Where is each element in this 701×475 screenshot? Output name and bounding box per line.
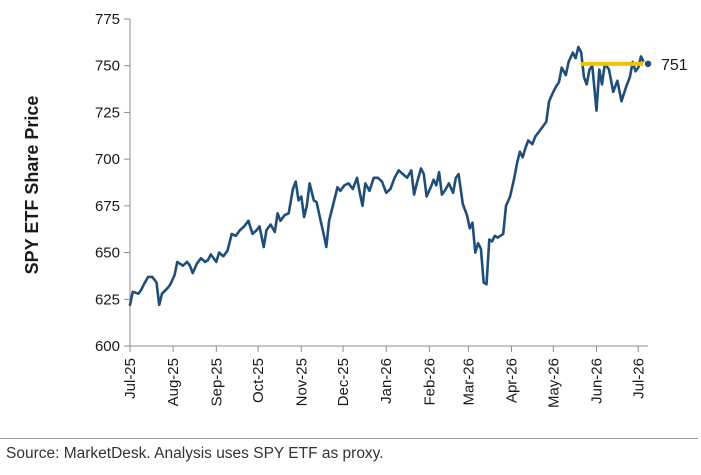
- y-tick-label: 750: [95, 58, 120, 75]
- y-tick-label: 700: [95, 151, 120, 168]
- source-divider: [0, 438, 698, 439]
- y-tick-label: 725: [95, 104, 120, 121]
- x-tick-label: Jul-25: [122, 358, 139, 399]
- x-tick-label: Jan-26: [378, 358, 395, 404]
- y-axis-label: SPY ETF Share Price: [22, 96, 42, 275]
- x-tick-label: Oct-25: [250, 358, 267, 403]
- x-tick-label: May-26: [545, 358, 562, 408]
- end-marker: [643, 59, 653, 69]
- x-tick-label: Jul-26: [630, 358, 647, 399]
- x-axis: Jul-25 Aug-25 Sep-25 Oct-25 Nov-25 Dec-25 Jan-…: [122, 345, 648, 408]
- x-tick-label: Nov-25: [293, 358, 310, 406]
- x-tick-label: Jun-26: [588, 358, 605, 404]
- y-tick-label: 600: [95, 338, 120, 355]
- y-tick-label: 650: [95, 245, 120, 262]
- x-tick-label: Dec-25: [335, 358, 352, 406]
- source-note: Source: MarketDesk. Analysis uses SPY ET…: [6, 445, 384, 462]
- y-tick-label: 775: [95, 11, 120, 28]
- x-tick-label: Aug-25: [165, 358, 182, 406]
- y-tick-label: 625: [95, 291, 120, 308]
- price-line: [128, 45, 650, 307]
- x-tick-label: Feb-26: [421, 358, 438, 406]
- x-tick-label: Sep-25: [208, 358, 225, 406]
- y-tick-label: 675: [95, 198, 120, 215]
- overlay-group: 751: [580, 57, 688, 74]
- end-value-label: 751: [661, 57, 688, 74]
- y-axis: 600 625 650 675 700 725 750 775: [95, 11, 131, 355]
- series-group: [128, 45, 650, 307]
- x-tick-label: Mar-26: [460, 358, 477, 406]
- x-tick-label: Apr-26: [504, 358, 521, 403]
- line-chart: 600 625 650 675 700 725 750 775 Jul-25 Aug-25 Sep…: [22, 11, 688, 408]
